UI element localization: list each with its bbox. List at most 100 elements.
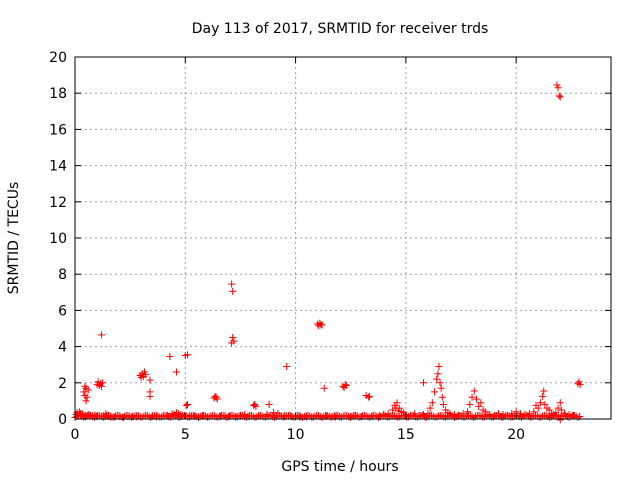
baseline-point bbox=[375, 413, 383, 421]
baseline-point bbox=[172, 411, 180, 419]
data-point bbox=[576, 381, 584, 389]
baseline-point bbox=[228, 411, 236, 419]
data-point bbox=[557, 406, 565, 414]
baseline-point bbox=[299, 413, 307, 421]
baseline-point bbox=[318, 413, 326, 421]
data-point bbox=[341, 381, 349, 389]
data-point bbox=[534, 404, 542, 412]
data-point bbox=[213, 395, 221, 403]
data-point bbox=[142, 371, 150, 379]
data-point bbox=[230, 337, 238, 345]
baseline-point bbox=[466, 412, 474, 420]
y-tick-label: 8 bbox=[58, 267, 67, 283]
baseline-point bbox=[450, 413, 458, 421]
baseline-point bbox=[366, 413, 374, 421]
data-point bbox=[342, 382, 350, 390]
axis-ticks: 0 2 4 6 8 10 12 14 16 18 20 0 5 10 15 20 bbox=[49, 50, 611, 443]
data-point bbox=[212, 393, 220, 401]
y-tick-label: 0 bbox=[58, 412, 67, 428]
data-point bbox=[395, 404, 403, 412]
baseline-point bbox=[119, 413, 127, 421]
data-point bbox=[393, 399, 401, 407]
data-point bbox=[464, 408, 472, 416]
data-point bbox=[364, 393, 372, 401]
y-tick-label: 14 bbox=[49, 159, 67, 175]
data-point bbox=[439, 401, 447, 409]
baseline-point bbox=[371, 411, 379, 419]
x-tick-label: 0 bbox=[71, 427, 80, 443]
data-point bbox=[146, 376, 154, 384]
data-point bbox=[438, 393, 446, 401]
x-tick-label: 10 bbox=[287, 427, 305, 443]
baseline-point bbox=[503, 411, 511, 419]
data-point bbox=[83, 393, 91, 401]
data-point bbox=[166, 353, 174, 361]
data-point bbox=[172, 368, 180, 376]
data-point bbox=[228, 280, 236, 288]
y-tick-label: 20 bbox=[49, 50, 67, 66]
data-point bbox=[481, 408, 489, 416]
data-point bbox=[183, 401, 191, 409]
baseline-point bbox=[394, 413, 402, 421]
data-point bbox=[434, 370, 442, 378]
baseline-point bbox=[276, 411, 284, 419]
baseline-point bbox=[526, 413, 534, 421]
baseline-point bbox=[175, 413, 183, 421]
baseline-point bbox=[346, 414, 354, 422]
x-tick-label: 20 bbox=[507, 427, 525, 443]
data-point bbox=[229, 334, 237, 342]
data-point bbox=[283, 363, 291, 371]
data-point bbox=[472, 395, 480, 403]
x-tick-label: 5 bbox=[181, 427, 190, 443]
data-point bbox=[545, 406, 553, 414]
baseline-point bbox=[195, 413, 203, 421]
y-axis-label: SRMTID / TECUs bbox=[6, 182, 22, 295]
data-point bbox=[420, 379, 428, 387]
baseline-point bbox=[127, 413, 135, 421]
baseline-point bbox=[470, 413, 478, 421]
data-point bbox=[470, 387, 478, 395]
data-point bbox=[554, 84, 562, 92]
baseline-point bbox=[489, 413, 497, 421]
data-point bbox=[365, 392, 373, 400]
baseline-point bbox=[551, 411, 559, 419]
baseline-point bbox=[90, 413, 98, 421]
baseline-point bbox=[419, 412, 427, 420]
data-point bbox=[437, 384, 445, 392]
data-point bbox=[80, 388, 88, 396]
data-point bbox=[320, 384, 328, 392]
baseline-point bbox=[570, 412, 578, 420]
data-point bbox=[97, 382, 105, 390]
data-point bbox=[265, 401, 273, 409]
data-point bbox=[475, 402, 483, 410]
data-point bbox=[251, 401, 259, 409]
data-point bbox=[84, 386, 92, 394]
baseline-point bbox=[143, 412, 151, 420]
data-point bbox=[183, 351, 191, 359]
data-point bbox=[466, 401, 474, 409]
data-point bbox=[229, 287, 237, 295]
data-point bbox=[97, 331, 105, 339]
baseline-point bbox=[147, 414, 155, 422]
baseline-point bbox=[96, 411, 104, 419]
baseline-point bbox=[517, 413, 525, 421]
baseline-point bbox=[475, 411, 483, 419]
data-point bbox=[477, 399, 485, 407]
data-point bbox=[182, 401, 190, 409]
chart-title: Day 113 of 2017, SRMTID for receiver trd… bbox=[192, 21, 489, 37]
data-point bbox=[555, 92, 563, 100]
baseline-point bbox=[546, 414, 554, 422]
baseline-point bbox=[427, 411, 435, 419]
baseline-point bbox=[514, 412, 522, 420]
data-point bbox=[536, 399, 544, 407]
data-point bbox=[468, 393, 476, 401]
baseline-point bbox=[447, 411, 455, 419]
baseline-point bbox=[315, 412, 323, 420]
baseline-point bbox=[242, 413, 250, 421]
baseline-point bbox=[115, 412, 123, 420]
baseline-point bbox=[542, 412, 550, 420]
baseline-point bbox=[498, 413, 506, 421]
data-point bbox=[99, 379, 107, 387]
y-tick-label: 2 bbox=[58, 376, 67, 392]
